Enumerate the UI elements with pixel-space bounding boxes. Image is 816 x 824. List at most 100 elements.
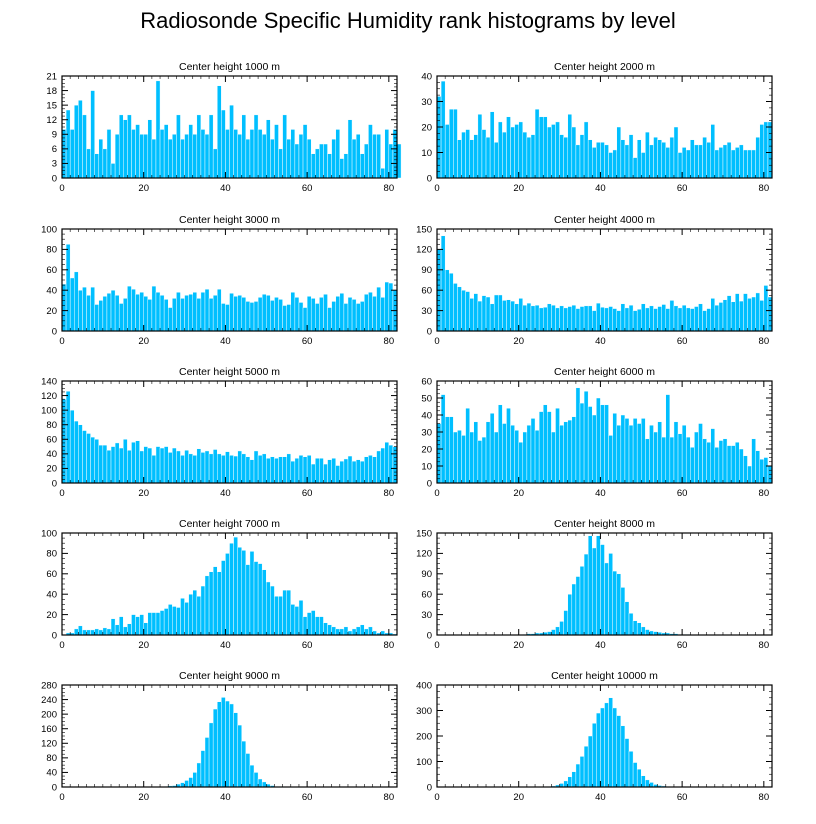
y-tick-label: 30 [421,97,432,108]
histogram-bar [155,80,161,179]
histogram-bar [364,456,369,484]
histogram-bar [592,414,597,484]
histogram-bar [376,450,381,484]
histogram-bar [542,404,548,484]
histogram-bar [481,436,487,484]
x-tick-label: 20 [138,488,149,499]
histogram-bar [726,295,732,332]
histogram-panel: Center height 6000 m 0 20 40 60 80 0 10 20 30 40 50… [421,366,773,499]
histogram-bar [286,453,292,484]
x-tick-label: 60 [677,640,688,651]
histogram-bar [669,436,675,484]
histogram-bar [465,129,470,179]
histogram-bar [131,441,136,484]
histogram-bar [567,306,573,332]
histogram-bar [563,307,568,332]
histogram-bar [551,629,556,636]
page-title: Radiosonde Specific Humidity rank histog… [140,8,676,33]
histogram-bar [592,310,597,332]
histogram-bar [436,96,442,179]
histogram-bar [726,142,732,179]
histogram-bar [200,750,206,788]
panel-title: Center height 10000 m [551,670,658,682]
histogram-bar [669,300,675,332]
histogram-bar [751,296,756,332]
histogram-bar [444,416,450,484]
histogram-bar [253,114,259,179]
histogram-bar [485,136,491,179]
histogram-bar [616,310,622,332]
histogram-bar [176,292,181,332]
x-tick-label: 80 [384,183,395,194]
histogram-bar [335,628,341,636]
histogram-bar [290,460,296,484]
histogram-bar [665,308,671,332]
histogram-bar [212,449,218,484]
x-tick-label: 60 [677,336,688,347]
x-tick-label: 40 [220,792,231,803]
histogram-bar [159,129,165,179]
histogram-bar [710,428,716,484]
x-tick-label: 60 [302,183,313,194]
histogram-bar [139,450,144,484]
histogram-bar [759,124,765,179]
histogram-bar [306,296,312,332]
histogram-bar [343,303,349,332]
histogram-bar [649,782,654,788]
histogram-bar [221,560,226,636]
histogram-bar [534,304,540,332]
histogram-bar [636,622,642,636]
y-tick-label: 0 [427,478,432,489]
histogram-bar [163,299,169,332]
histogram-bar [649,144,654,179]
histogram-bar [143,622,149,636]
histogram-panel: Center height 5000 m 0 20 40 60 80 0 20 40 60 80 10… [41,366,398,499]
y-tick-label: 240 [41,695,57,706]
histogram-bar [498,121,503,179]
histogram-bar [151,612,157,636]
histogram-bar [685,149,691,179]
histogram-bar [266,581,271,636]
histogram-bar [563,610,568,636]
histogram-bar [453,108,458,179]
histogram-bar [592,547,597,636]
histogram-bar [237,547,242,636]
histogram-bar [685,436,691,484]
histogram-bar [143,446,149,484]
histogram-bar [641,152,646,179]
histogram-bar [163,124,169,179]
histogram-bar [384,281,390,332]
histogram-bar [632,418,638,484]
histogram-bar [237,134,242,179]
y-tick-label: 30 [421,427,432,438]
histogram-bar [579,756,585,788]
histogram-bar [571,126,577,179]
panel-title: Center height 9000 m [179,670,280,682]
histogram-bar [710,298,716,332]
y-tick-label: 200 [416,731,432,742]
histogram-bar [608,553,613,636]
histogram-bar [298,600,304,636]
histogram-bar [612,707,617,788]
histogram-bar [461,289,466,332]
histogram-bar [600,404,605,484]
histogram-bar [98,444,104,484]
histogram-bar [274,596,279,636]
histogram-bar [587,139,593,179]
y-tick-label: 30 [421,306,432,317]
histogram-bar [331,626,336,636]
histogram-bar [229,455,234,484]
histogram-bar [763,457,769,484]
histogram-bar [473,134,479,179]
histogram-bar [98,300,104,332]
x-tick-label: 0 [59,488,64,499]
histogram-bar [449,108,454,179]
histogram-bar [278,148,283,179]
histogram-bar [368,124,373,179]
histogram-bar [628,424,634,484]
histogram-bar [261,781,267,788]
x-tick-label: 80 [759,336,770,347]
y-tick-label: 80 [46,420,57,431]
x-tick-label: 40 [220,183,231,194]
